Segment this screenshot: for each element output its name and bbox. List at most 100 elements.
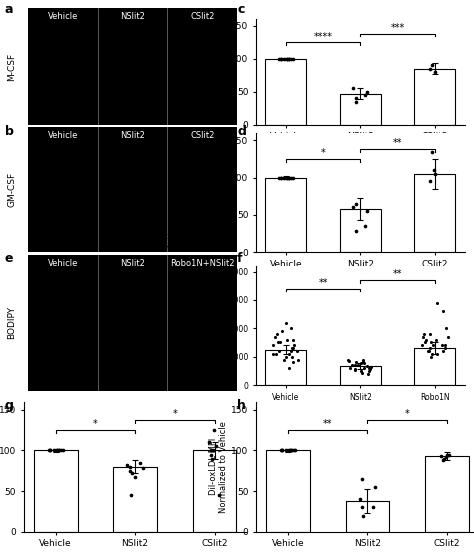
Point: [426, 177, 434, 186]
Y-axis label: BODIPY MFI
Normalized to Vehicle: BODIPY MFI Normalized to Vehicle: [209, 26, 228, 118]
Point: [357, 366, 365, 375]
Point: [269, 350, 276, 358]
Point: [364, 207, 371, 216]
Point: [351, 361, 359, 370]
Point: [293, 347, 301, 356]
Text: Robo1N+NSlit2: Robo1N+NSlit2: [170, 259, 235, 268]
Point: [275, 347, 283, 356]
Point: [355, 361, 362, 370]
Point: [50, 446, 57, 455]
Text: BODIPY: BODIPY: [7, 306, 16, 339]
Point: [280, 173, 288, 182]
Point: [369, 503, 376, 512]
Point: [358, 475, 366, 484]
Point: [208, 450, 215, 459]
Bar: [425, 456, 469, 532]
Point: [286, 446, 293, 455]
Text: *: *: [93, 419, 98, 429]
Point: [359, 511, 366, 520]
Text: e: e: [5, 252, 13, 265]
Point: [352, 199, 359, 208]
Point: [352, 365, 359, 373]
Point: [58, 446, 65, 455]
Point: [361, 222, 369, 230]
Point: [279, 327, 286, 336]
Point: [364, 88, 371, 96]
Point: [358, 368, 365, 377]
Text: NSlit2: NSlit2: [120, 259, 145, 268]
Point: [205, 438, 212, 447]
Point: [285, 363, 292, 372]
Point: [271, 332, 279, 341]
Point: [283, 173, 291, 182]
Point: [431, 170, 439, 178]
Point: [420, 330, 428, 338]
Point: [126, 462, 134, 471]
Text: ****: ****: [314, 32, 333, 42]
Point: [442, 343, 449, 352]
Point: [444, 332, 451, 341]
Point: [55, 446, 63, 455]
Bar: [346, 501, 389, 532]
Point: [365, 366, 373, 375]
Point: [426, 343, 434, 352]
Text: ***: ***: [390, 23, 404, 33]
Text: h: h: [237, 399, 246, 412]
Point: [438, 341, 446, 350]
Point: [46, 446, 54, 455]
Point: [367, 362, 375, 371]
Point: [208, 446, 215, 455]
Point: [285, 54, 293, 63]
Point: [126, 466, 134, 475]
Point: [132, 472, 139, 481]
Point: [424, 347, 432, 356]
Point: [439, 347, 447, 356]
Point: [285, 173, 293, 182]
Text: d: d: [237, 125, 246, 137]
Point: [209, 454, 216, 463]
Point: [442, 453, 449, 461]
Point: [277, 54, 284, 63]
Point: [137, 458, 144, 467]
Point: [282, 352, 290, 361]
Point: [433, 350, 441, 358]
Point: [288, 54, 295, 63]
Bar: [340, 366, 381, 385]
Point: [124, 461, 131, 470]
Text: GM-CSF: GM-CSF: [343, 281, 378, 290]
Text: b: b: [5, 125, 14, 137]
Point: [210, 446, 217, 455]
Point: [282, 446, 290, 455]
Text: Vehicle: Vehicle: [48, 12, 78, 21]
Point: [283, 54, 291, 63]
Point: [429, 341, 437, 350]
Text: **: **: [319, 278, 328, 288]
Point: [279, 446, 286, 455]
Point: [428, 350, 436, 358]
Point: [351, 365, 358, 374]
Text: *: *: [321, 148, 326, 158]
Point: [128, 469, 136, 478]
Point: [371, 483, 379, 491]
Point: [422, 335, 429, 344]
Point: [287, 324, 295, 333]
Point: [426, 347, 433, 356]
Point: [358, 503, 366, 512]
Point: [285, 173, 293, 182]
Point: [346, 363, 354, 372]
Point: [280, 54, 288, 63]
Point: [353, 358, 360, 367]
Point: [54, 446, 61, 455]
Point: [443, 450, 451, 459]
Point: [269, 341, 277, 350]
Point: [360, 359, 367, 368]
Point: [281, 355, 288, 364]
Point: [288, 343, 296, 352]
Point: [45, 446, 53, 455]
Point: [289, 343, 297, 352]
Point: [430, 166, 438, 175]
Text: M-CSF: M-CSF: [7, 53, 16, 80]
Point: [277, 173, 284, 182]
Bar: [34, 450, 78, 532]
Bar: [340, 94, 381, 125]
